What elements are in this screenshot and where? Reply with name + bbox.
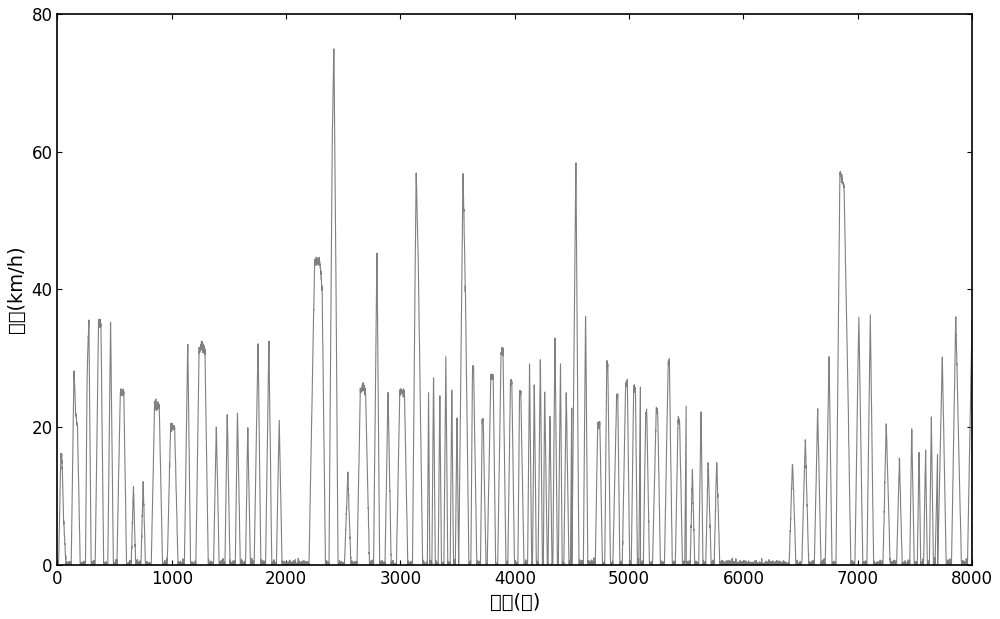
- X-axis label: 时间(秒): 时间(秒): [490, 593, 540, 612]
- Y-axis label: 速度(km/h): 速度(km/h): [7, 246, 26, 333]
